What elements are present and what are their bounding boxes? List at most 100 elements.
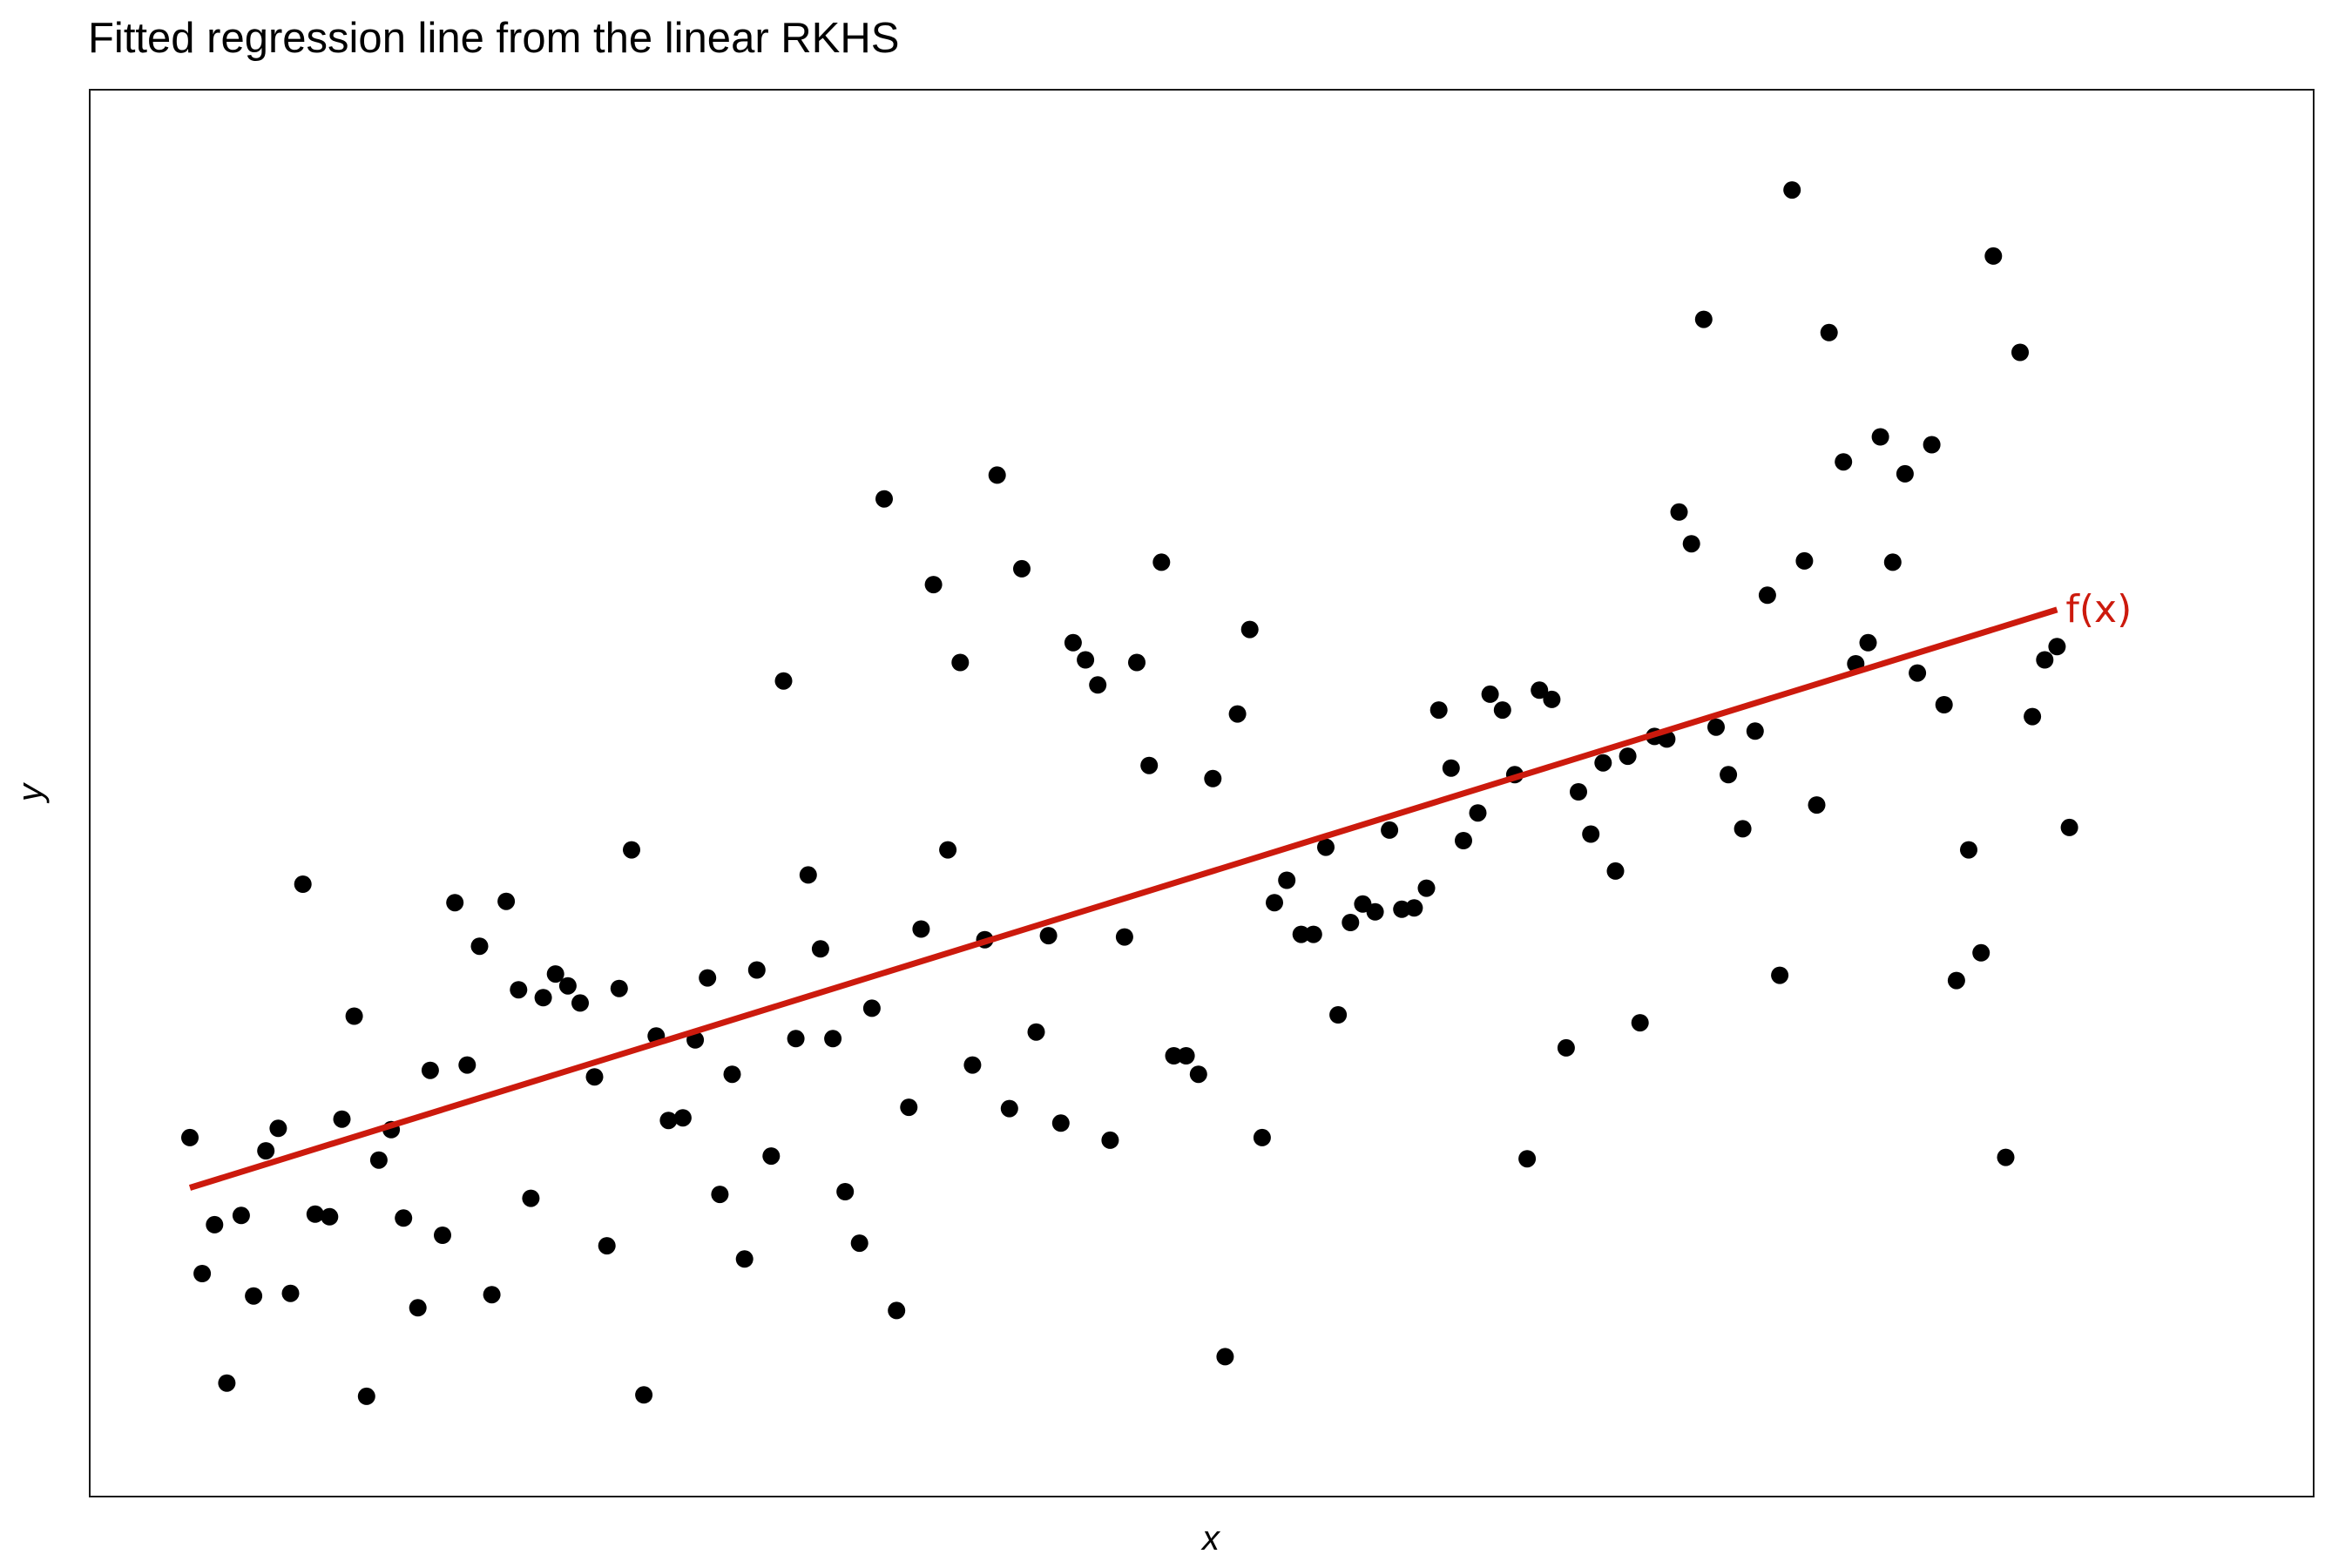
- data-point: [409, 1299, 427, 1317]
- data-point: [1253, 1128, 1271, 1146]
- data-point: [1165, 1047, 1183, 1064]
- data-point: [1670, 503, 1688, 521]
- data-point: [1292, 925, 1310, 943]
- data-point: [1013, 559, 1031, 578]
- data-point: [799, 866, 817, 884]
- data-point: [1077, 651, 1095, 669]
- data-point: [434, 1227, 451, 1244]
- data-point: [2060, 818, 2078, 836]
- data-point: [1027, 1023, 1045, 1041]
- data-point: [1442, 759, 1460, 777]
- data-point: [2048, 638, 2066, 656]
- data-point: [598, 1237, 616, 1255]
- data-point: [1140, 756, 1159, 774]
- data-point: [558, 977, 577, 995]
- data-point: [395, 1209, 413, 1227]
- data-point: [988, 466, 1006, 484]
- data-point: [232, 1206, 250, 1225]
- data-point: [306, 1205, 324, 1223]
- data-point: [546, 965, 564, 983]
- fit-line-label: f(x): [2065, 587, 2132, 632]
- data-point: [1266, 894, 1283, 912]
- fitted-regression-line: [188, 606, 2058, 1191]
- x-axis-label: x: [1200, 1519, 1221, 1558]
- data-point: [1694, 310, 1713, 328]
- data-point: [939, 841, 957, 859]
- data-point: [1152, 553, 1171, 571]
- data-point: [1972, 943, 1990, 962]
- data-point: [862, 999, 881, 1017]
- data-point: [659, 1112, 678, 1130]
- data-point: [699, 969, 717, 987]
- data-point: [458, 1056, 476, 1074]
- data-point: [1835, 453, 1853, 471]
- data-point: [1405, 899, 1423, 917]
- plot-frame: [89, 89, 2315, 1497]
- data-point: [1543, 690, 1561, 708]
- data-point: [1734, 820, 1752, 838]
- data-point: [610, 979, 628, 997]
- data-point: [1101, 1131, 1119, 1149]
- data-point: [824, 1030, 842, 1048]
- data-point: [585, 1068, 604, 1086]
- data-point: [483, 1286, 501, 1304]
- data-point: [1115, 928, 1133, 946]
- data-point: [1883, 553, 1902, 571]
- data-point: [1304, 925, 1322, 943]
- data-point: [1481, 685, 1499, 703]
- data-point: [1051, 1114, 1070, 1132]
- data-point: [1871, 428, 1889, 446]
- data-point: [421, 1061, 439, 1079]
- data-point: [1783, 181, 1801, 199]
- data-point: [281, 1284, 300, 1302]
- data-point: [218, 1374, 236, 1392]
- data-point: [510, 981, 528, 999]
- data-point: [888, 1301, 906, 1320]
- data-point: [1758, 586, 1776, 605]
- data-point: [1366, 902, 1384, 921]
- data-point: [623, 841, 640, 859]
- data-point: [1909, 664, 1927, 682]
- data-point: [1619, 747, 1637, 766]
- data-point: [321, 1207, 339, 1226]
- data-point: [1354, 895, 1372, 913]
- data-point: [1455, 832, 1472, 849]
- data-point: [1189, 1065, 1207, 1084]
- data-point: [836, 1183, 855, 1200]
- data-point: [1808, 796, 1826, 814]
- data-point: [1204, 769, 1222, 787]
- data-point: [369, 1151, 388, 1169]
- data-point: [723, 1065, 741, 1084]
- data-point: [357, 1387, 375, 1405]
- data-point: [206, 1215, 224, 1233]
- data-point: [673, 1109, 692, 1127]
- data-point: [900, 1098, 918, 1117]
- data-point: [1128, 653, 1146, 672]
- data-point: [1720, 766, 1738, 784]
- data-point: [1682, 535, 1700, 553]
- data-point: [534, 989, 552, 1007]
- data-point: [735, 1250, 754, 1268]
- data-point: [333, 1110, 351, 1128]
- data-point: [1342, 914, 1360, 931]
- data-point: [1381, 821, 1399, 839]
- data-point: [345, 1007, 363, 1025]
- data-point: [2011, 343, 2029, 362]
- data-point: [1923, 436, 1941, 454]
- data-point: [1707, 718, 1725, 736]
- data-point: [571, 994, 589, 1012]
- data-point: [1493, 701, 1511, 720]
- data-point: [912, 920, 930, 938]
- data-point: [1570, 783, 1587, 801]
- data-point: [1317, 838, 1335, 856]
- data-point: [1935, 696, 1953, 713]
- data-point: [762, 1147, 781, 1166]
- scatter-points: [181, 181, 2078, 1405]
- data-point: [1859, 633, 1877, 652]
- data-point: [522, 1189, 540, 1207]
- data-point: [1531, 681, 1549, 700]
- data-point: [1228, 705, 1247, 723]
- data-point: [1089, 676, 1107, 694]
- data-point: [181, 1128, 199, 1146]
- data-point: [1631, 1014, 1649, 1032]
